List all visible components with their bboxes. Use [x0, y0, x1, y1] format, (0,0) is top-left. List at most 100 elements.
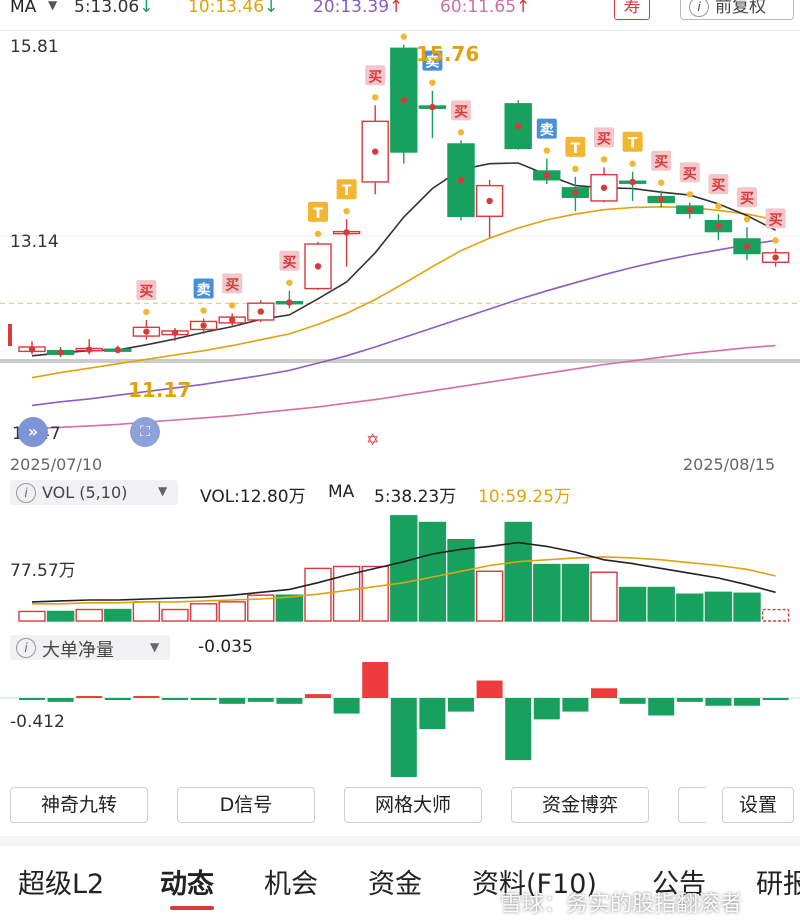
signal-tag	[594, 127, 614, 148]
signal-label: T	[342, 183, 352, 199]
candle-dot	[543, 172, 550, 179]
volume-chart[interactable]	[0, 508, 800, 623]
volume-bar	[418, 521, 447, 622]
vol-ma-label: MA	[328, 482, 355, 502]
bigorder-bar	[562, 698, 589, 712]
candle-dot	[486, 197, 493, 205]
bigorder-bar	[362, 662, 389, 698]
signal-label: 买	[683, 166, 697, 182]
signal-dot	[200, 307, 207, 314]
bigorder-indicator-selector[interactable]: i 大单净量 ▼	[10, 635, 170, 661]
signal-tag	[193, 278, 214, 299]
signal-label: 买	[740, 191, 754, 207]
signal-tag	[222, 273, 243, 294]
adjust-button[interactable]: i 前复权	[680, 0, 794, 20]
signal-label: 买	[139, 284, 153, 300]
magic-nine-button[interactable]: 神奇九转	[10, 787, 148, 823]
signal-dot	[343, 208, 350, 215]
ma20-line	[31, 239, 776, 407]
bigorder-bar	[619, 698, 646, 704]
bigorder-bar	[533, 698, 560, 720]
bigorder-chart[interactable]	[0, 662, 800, 777]
signal-tag	[622, 131, 643, 152]
ma5-line	[31, 162, 776, 357]
candle-dot	[171, 329, 179, 336]
tab-funds[interactable]: 资金	[368, 869, 422, 900]
volume-bar	[733, 592, 761, 622]
fullscreen-icon[interactable]: ⛶	[130, 417, 160, 447]
signal-label: 买	[711, 178, 725, 194]
signal-dot	[314, 230, 322, 238]
volume-indicator-label: VOL (5,10)	[42, 483, 128, 502]
candle-dot	[57, 349, 64, 356]
signal-label: 买	[225, 277, 239, 293]
volume-indicator-selector[interactable]: i VOL (5,10) ▼	[10, 480, 178, 505]
ma10-line	[31, 205, 776, 379]
watermark: 雪球：务实的股指翻滚者	[500, 892, 743, 917]
volume-bar	[618, 586, 647, 622]
badge[interactable]: 寿	[614, 0, 650, 20]
bigorder-bar	[505, 698, 532, 761]
d-signal-button[interactable]: D信号	[177, 787, 315, 823]
bigorder-bar	[104, 698, 131, 700]
candle-dot	[343, 229, 350, 236]
signal-label: T	[313, 206, 323, 222]
candle-dot	[772, 254, 779, 261]
chevron-down-icon: ▼	[158, 484, 168, 498]
signal-dot	[429, 79, 436, 86]
event-star-icon[interactable]: ✡	[366, 430, 380, 449]
grid-master-button[interactable]: 网格大师	[344, 787, 482, 823]
candle-dot	[143, 328, 150, 335]
bigorder-bar	[305, 694, 331, 698]
volume-bar	[18, 610, 46, 622]
tab-research[interactable]: 研报	[756, 869, 800, 900]
bigorder-bar	[676, 698, 703, 702]
tab-super-l2[interactable]: 超级L2	[18, 869, 105, 900]
date-axis: 2025/07/10 2025/08/15	[0, 451, 800, 477]
bigorder-bar	[190, 698, 217, 700]
tab-opportunity[interactable]: 机会	[264, 869, 318, 900]
signal-dot	[715, 202, 722, 210]
signal-tag	[565, 136, 586, 157]
ma-dropdown-icon[interactable]: ▼	[48, 0, 58, 12]
info-icon: i	[16, 638, 36, 658]
signal-tag	[308, 201, 328, 222]
scroll-to-latest-icon[interactable]: »	[18, 417, 48, 447]
tab-announcements[interactable]: 公告	[652, 869, 706, 900]
volume-bar	[390, 515, 418, 622]
tab-f10[interactable]: 资料(F10)	[472, 869, 597, 900]
tab-dynamics[interactable]: 动态	[160, 869, 214, 900]
candle-dot	[515, 122, 522, 130]
signal-label: 买	[368, 69, 382, 85]
candle-dot	[257, 308, 264, 315]
signal-dot	[686, 191, 693, 198]
more-button[interactable]	[678, 787, 706, 823]
volume-bar	[447, 538, 475, 622]
max-price-marker: 15.76	[416, 42, 480, 66]
signal-dot	[457, 129, 465, 136]
info-icon: i	[16, 483, 36, 503]
bigorder-bar	[476, 680, 503, 698]
signal-dot	[629, 160, 636, 167]
kline-chart[interactable]: 买卖买买TT买T卖买卖T买T买买买买买	[0, 31, 800, 451]
signal-dot	[600, 156, 608, 163]
volume-bar	[361, 565, 389, 622]
signal-label: 卖	[540, 122, 554, 139]
info-icon: i	[689, 0, 709, 17]
signal-dot	[143, 308, 150, 316]
volume-bar	[590, 571, 618, 622]
bigorder-bar	[162, 698, 188, 700]
settings-button[interactable]: 设置	[722, 787, 794, 823]
candle-dot	[600, 184, 608, 191]
signal-tag	[708, 174, 729, 195]
signal-label: T	[571, 141, 581, 157]
divider	[0, 30, 800, 31]
fund-game-button[interactable]: 资金博弈	[511, 787, 649, 823]
volume-bar	[676, 593, 704, 622]
candle-dot	[572, 189, 579, 196]
candle-dot	[715, 222, 722, 230]
bigorder-bar	[762, 698, 789, 700]
bigorder-bar	[390, 698, 417, 777]
ma60-value: 60:11.65↑	[440, 0, 531, 17]
candle-dot	[286, 299, 293, 306]
